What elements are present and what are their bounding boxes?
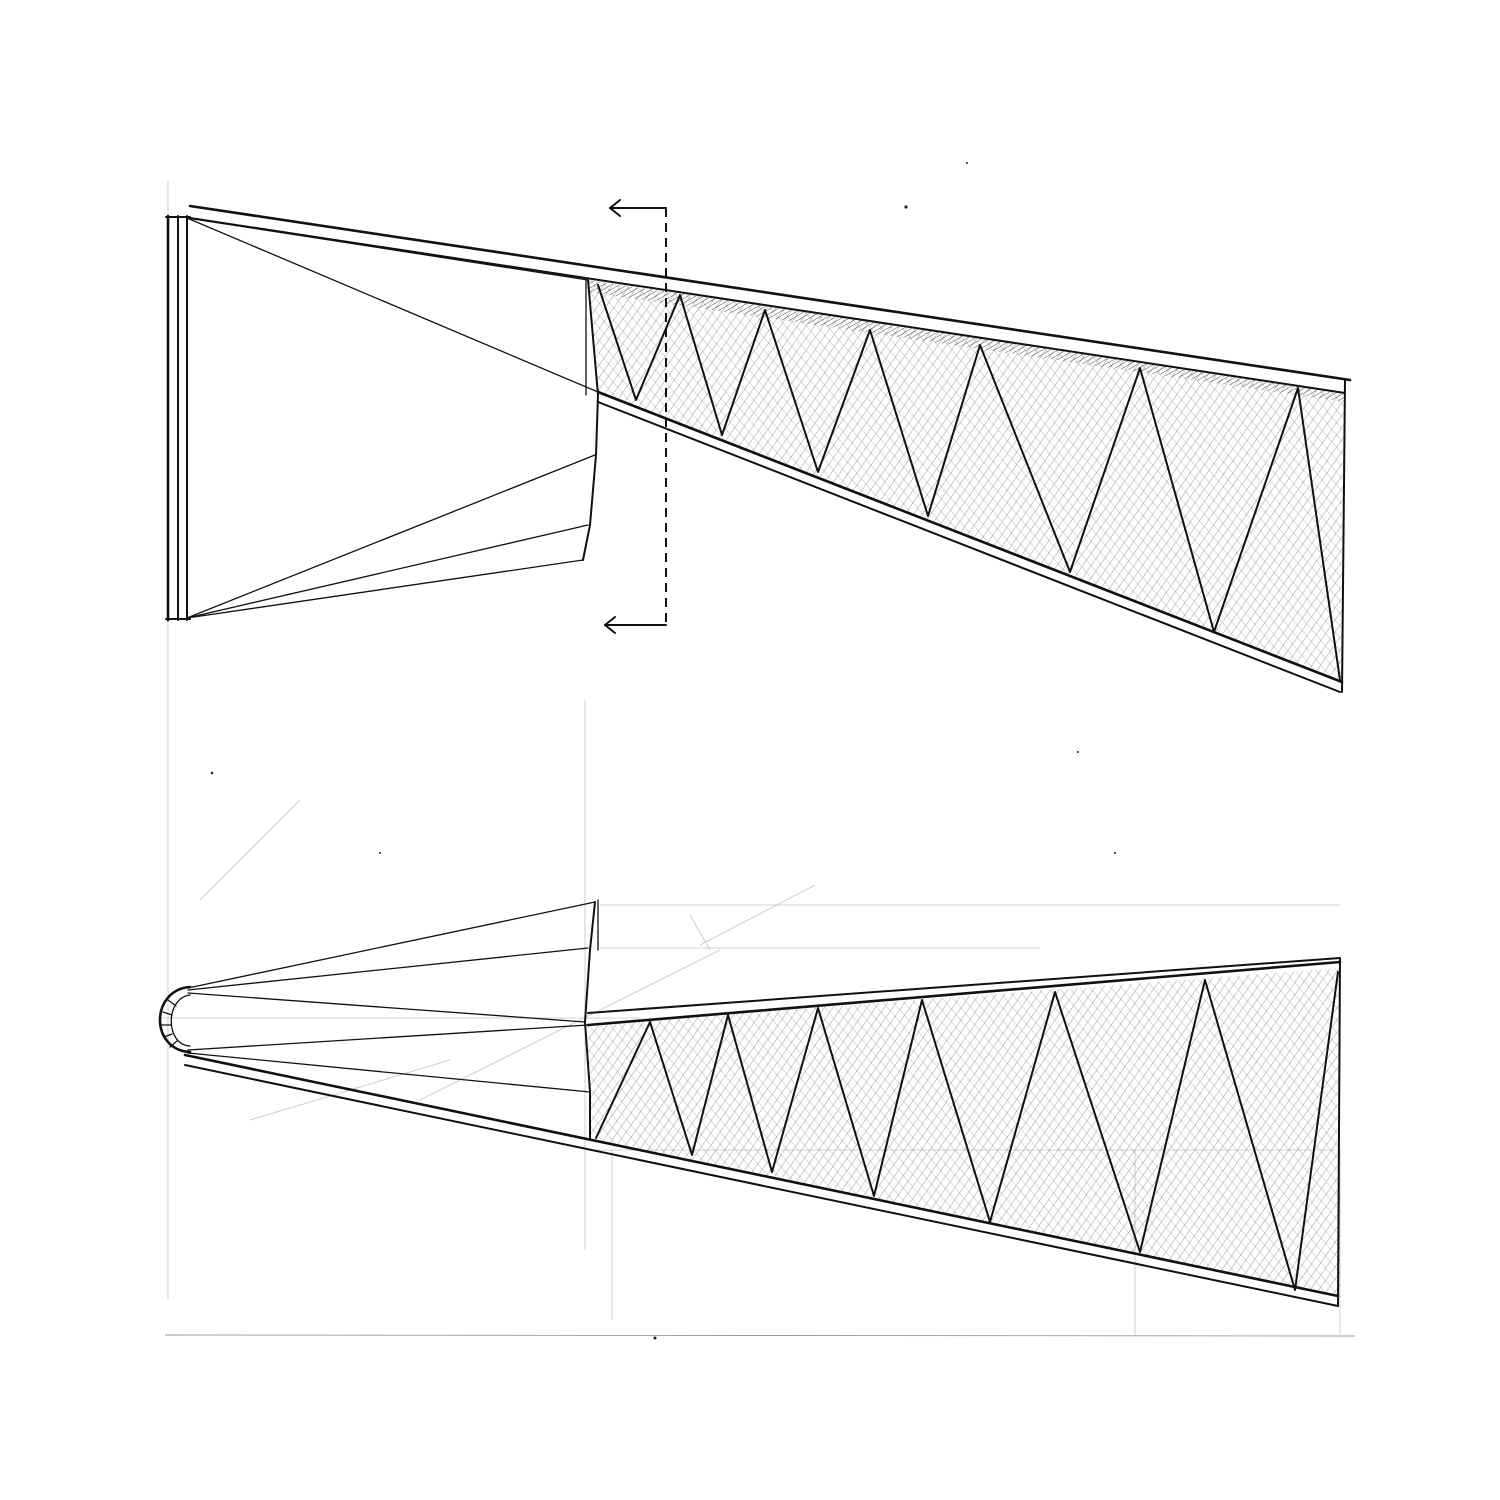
- sketch-specks: [210, 162, 1116, 1340]
- rounded-nose: [158, 985, 192, 1054]
- top-rail-shadow: [588, 280, 1345, 402]
- top-zigzag-folds: [597, 284, 1341, 681]
- bottom-plan-view: [158, 899, 1342, 1307]
- top-elevation-view: [165, 199, 1352, 693]
- bottom-zigzag-folds: [595, 971, 1339, 1291]
- top-hatched-panel-cross: [588, 280, 1345, 680]
- bottom-hatched-panel-cross: [588, 968, 1340, 1295]
